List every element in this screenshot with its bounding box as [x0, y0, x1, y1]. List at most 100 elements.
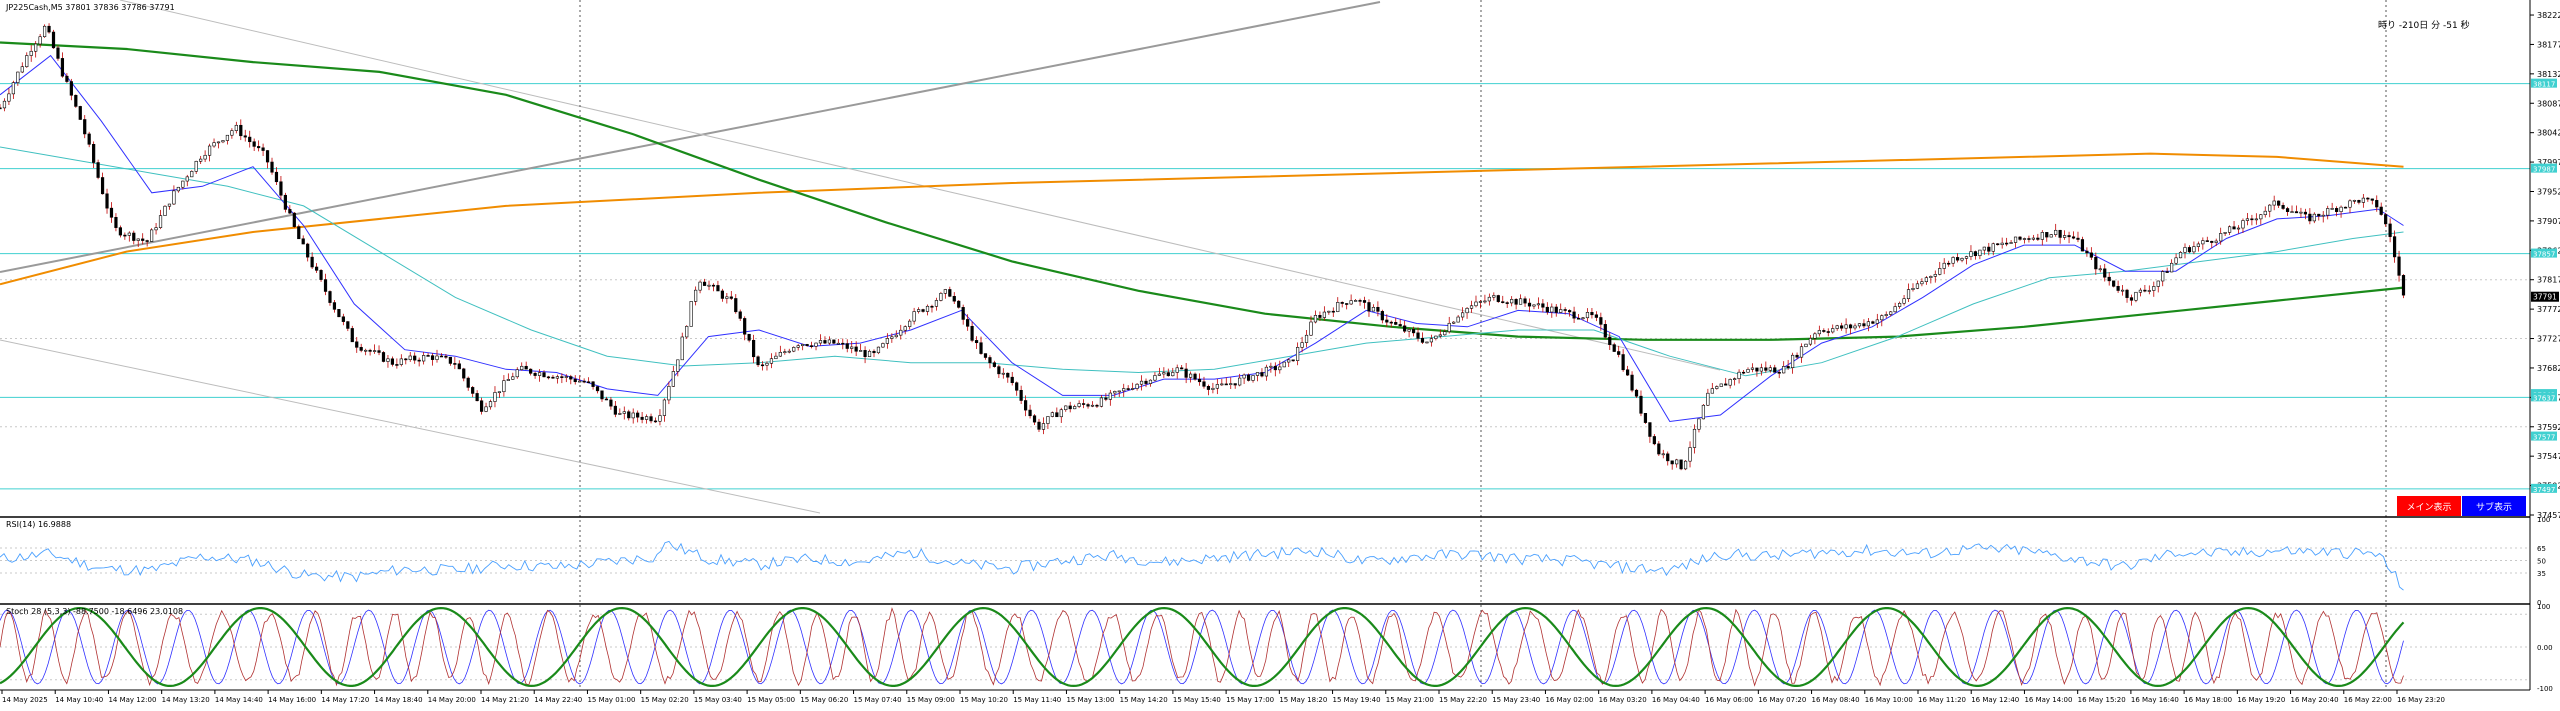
candle-body — [1590, 312, 1594, 316]
candle-body — [484, 406, 488, 412]
candle-body — [2335, 208, 2339, 212]
candle-body — [1385, 319, 1389, 323]
candle-body — [350, 328, 354, 343]
candle-body — [542, 372, 546, 378]
candle-body — [288, 209, 292, 214]
candle-body — [801, 344, 805, 347]
candle-body — [854, 346, 858, 352]
candle-body — [515, 369, 519, 378]
candle-body — [172, 190, 176, 205]
candle-body — [2107, 276, 2111, 282]
candle-body — [51, 31, 56, 49]
candle-body — [1911, 288, 1915, 290]
candle-body — [912, 311, 916, 322]
candle-body — [573, 378, 577, 383]
candle-body — [203, 154, 207, 160]
candle-body — [341, 316, 345, 322]
candle-body — [2063, 235, 2067, 238]
candle-body — [850, 346, 854, 349]
price-tick-label: 38042 — [2537, 129, 2560, 138]
candle-body — [1750, 367, 1755, 370]
candle-body — [346, 321, 350, 329]
candle-body — [1777, 371, 1781, 374]
candle-body — [1255, 372, 1260, 376]
candle-body — [29, 50, 33, 56]
candle-body — [1318, 315, 1322, 318]
candle-body — [1358, 300, 1362, 302]
candle-body — [2022, 238, 2027, 240]
candle-body — [2384, 214, 2388, 225]
candle-body — [1420, 337, 1425, 343]
time-tick-label: 16 May 02:00 — [1545, 696, 1593, 704]
trend-line-down-1[interactable] — [119, 0, 1721, 371]
trend-line-down-2[interactable] — [0, 339, 821, 514]
candle-body — [1875, 319, 1879, 324]
candle-body — [1224, 383, 1228, 386]
candle-body — [591, 381, 595, 387]
candle-body — [2187, 247, 2192, 253]
time-tick-label: 15 May 11:40 — [1013, 696, 1061, 704]
candle-body — [257, 146, 261, 149]
sub-view-button[interactable]: サブ表示 — [2462, 496, 2526, 516]
candle-body — [1264, 366, 1269, 377]
candle-body — [707, 284, 711, 287]
candle-body — [2094, 256, 2098, 270]
price-tick-label: 37772 — [2537, 305, 2560, 314]
candle-body — [2, 100, 7, 109]
candle-body — [658, 415, 662, 422]
candle-body — [2361, 197, 2365, 203]
candle-body — [814, 342, 818, 347]
hline-label-text: 37637 — [2533, 394, 2555, 402]
candle-body — [1304, 334, 1309, 343]
candle-body — [1233, 383, 1237, 386]
candle-body — [1099, 397, 1104, 407]
candle-body — [1822, 330, 1826, 332]
candle-body — [1064, 405, 1068, 411]
main-view-button[interactable]: メイン表示 — [2397, 496, 2461, 516]
candle-body — [2285, 208, 2290, 212]
candle-body — [1438, 334, 1442, 337]
candle-body — [2027, 238, 2031, 240]
candle-body — [2040, 232, 2044, 240]
candle-body — [1108, 392, 1112, 400]
candle-body — [1157, 373, 1161, 376]
candle-body — [306, 243, 310, 258]
candle-body — [1389, 321, 1393, 324]
candle-body — [1724, 383, 1728, 386]
candle-body — [1291, 359, 1295, 362]
candle-body — [2357, 199, 2361, 203]
candle-body — [1041, 423, 1046, 430]
candle-body — [872, 350, 876, 354]
candle-body — [1478, 301, 1483, 303]
price-tick-label: 38132 — [2537, 70, 2560, 79]
horizontal-lines — [0, 83, 2530, 490]
candle-body — [60, 58, 65, 77]
candle-body — [1840, 325, 1844, 329]
candle-body — [1701, 404, 1706, 420]
candle-body — [1496, 295, 1500, 302]
candle-body — [2174, 257, 2178, 264]
candle-body — [1639, 395, 1643, 414]
time-tick-label: 15 May 17:00 — [1226, 696, 1274, 704]
candle-body — [2294, 211, 2299, 214]
candle-body — [163, 205, 167, 216]
candle-body — [2067, 235, 2071, 238]
hline-label-text: 37987 — [2533, 166, 2555, 174]
candle-body — [1688, 447, 1692, 462]
candle-body — [2210, 240, 2214, 243]
candle-body — [1978, 249, 1982, 257]
time-tick-label: 15 May 14:20 — [1120, 696, 1168, 704]
candle-body — [676, 359, 680, 372]
candle-body — [1452, 321, 1456, 324]
time-tick-label: 16 May 15:20 — [2078, 696, 2126, 704]
stoch-slow-line — [0, 606, 2405, 688]
candle-body — [1345, 303, 1349, 305]
candle-body — [1536, 303, 1541, 306]
candle-body — [2330, 208, 2334, 210]
trend-line-up[interactable] — [0, 1, 1381, 273]
candle-body — [167, 203, 172, 207]
candle-body — [1563, 309, 1567, 311]
candle-body — [890, 336, 894, 339]
candle-body — [199, 158, 203, 162]
